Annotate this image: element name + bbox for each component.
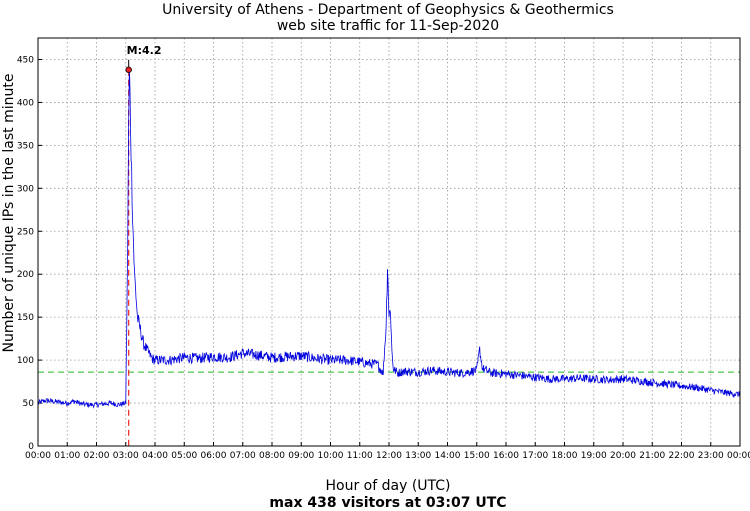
x-tick-label: 19:00	[581, 451, 607, 461]
series-line-0	[37, 68, 741, 409]
x-tick-label: 04:00	[142, 451, 168, 461]
x-tick-label: 18:00	[552, 451, 578, 461]
chart-subtitle: web site traffic for 11-Sep-2020	[277, 18, 499, 34]
x-tick-label: 07:00	[230, 451, 256, 461]
x-tick-label: 20:00	[610, 451, 636, 461]
grid-lines	[37, 38, 741, 447]
x-axis-label: Hour of day (UTC)	[326, 478, 451, 494]
event-marker-dot	[125, 66, 132, 73]
y-tick-label: 50	[23, 399, 35, 409]
series-group	[37, 68, 741, 409]
y-tick-label: 450	[17, 55, 34, 65]
x-tick-label: 09:00	[288, 451, 314, 461]
tick-labels: 00:00 01:00 02:00 03:00 04:00 05:00 06:00 07:00…	[17, 55, 750, 461]
x-tick-label: 11:00	[347, 451, 373, 461]
y-tick-label: 200	[17, 270, 34, 280]
max-visitors-footer: max 438 visitors at 03:07 UTC	[269, 495, 506, 511]
x-tick-label: 23:00	[698, 451, 724, 461]
x-tick-label: 14:00	[435, 451, 461, 461]
x-tick-label: 17:00	[522, 451, 548, 461]
x-tick-label: 00:00	[727, 451, 750, 461]
x-tick-label: 16:00	[493, 451, 519, 461]
y-tick-label: 300	[17, 184, 34, 194]
x-tick-label: 10:00	[318, 451, 344, 461]
y-tick-label: 250	[17, 227, 34, 237]
x-tick-label: 15:00	[464, 451, 490, 461]
x-tick-label: 02:00	[84, 451, 110, 461]
plot-frame	[37, 37, 741, 447]
y-tick-label: 350	[17, 141, 34, 151]
y-tick-label: 150	[17, 313, 34, 323]
x-tick-label: 21:00	[639, 451, 665, 461]
event-marker-group: M:4.2	[125, 44, 162, 73]
x-tick-label: 12:00	[376, 451, 402, 461]
event-label: M:4.2	[127, 44, 162, 57]
x-tick-label: 06:00	[201, 451, 227, 461]
x-tick-label: 03:00	[113, 451, 139, 461]
x-tick-label: 01:00	[54, 451, 80, 461]
chart-title: University of Athens - Department of Geo…	[162, 2, 614, 18]
x-tick-label: 22:00	[669, 451, 695, 461]
y-tick-label: 0	[28, 442, 34, 452]
x-tick-label: 00:00	[25, 451, 51, 461]
y-tick-label: 400	[17, 98, 34, 108]
x-tick-label: 05:00	[171, 451, 197, 461]
y-tick-label: 100	[17, 356, 34, 366]
x-tick-label: 13:00	[405, 451, 431, 461]
x-tick-label: 08:00	[259, 451, 285, 461]
y-axis-label: Number of unique IPs in the last minute	[1, 74, 17, 353]
